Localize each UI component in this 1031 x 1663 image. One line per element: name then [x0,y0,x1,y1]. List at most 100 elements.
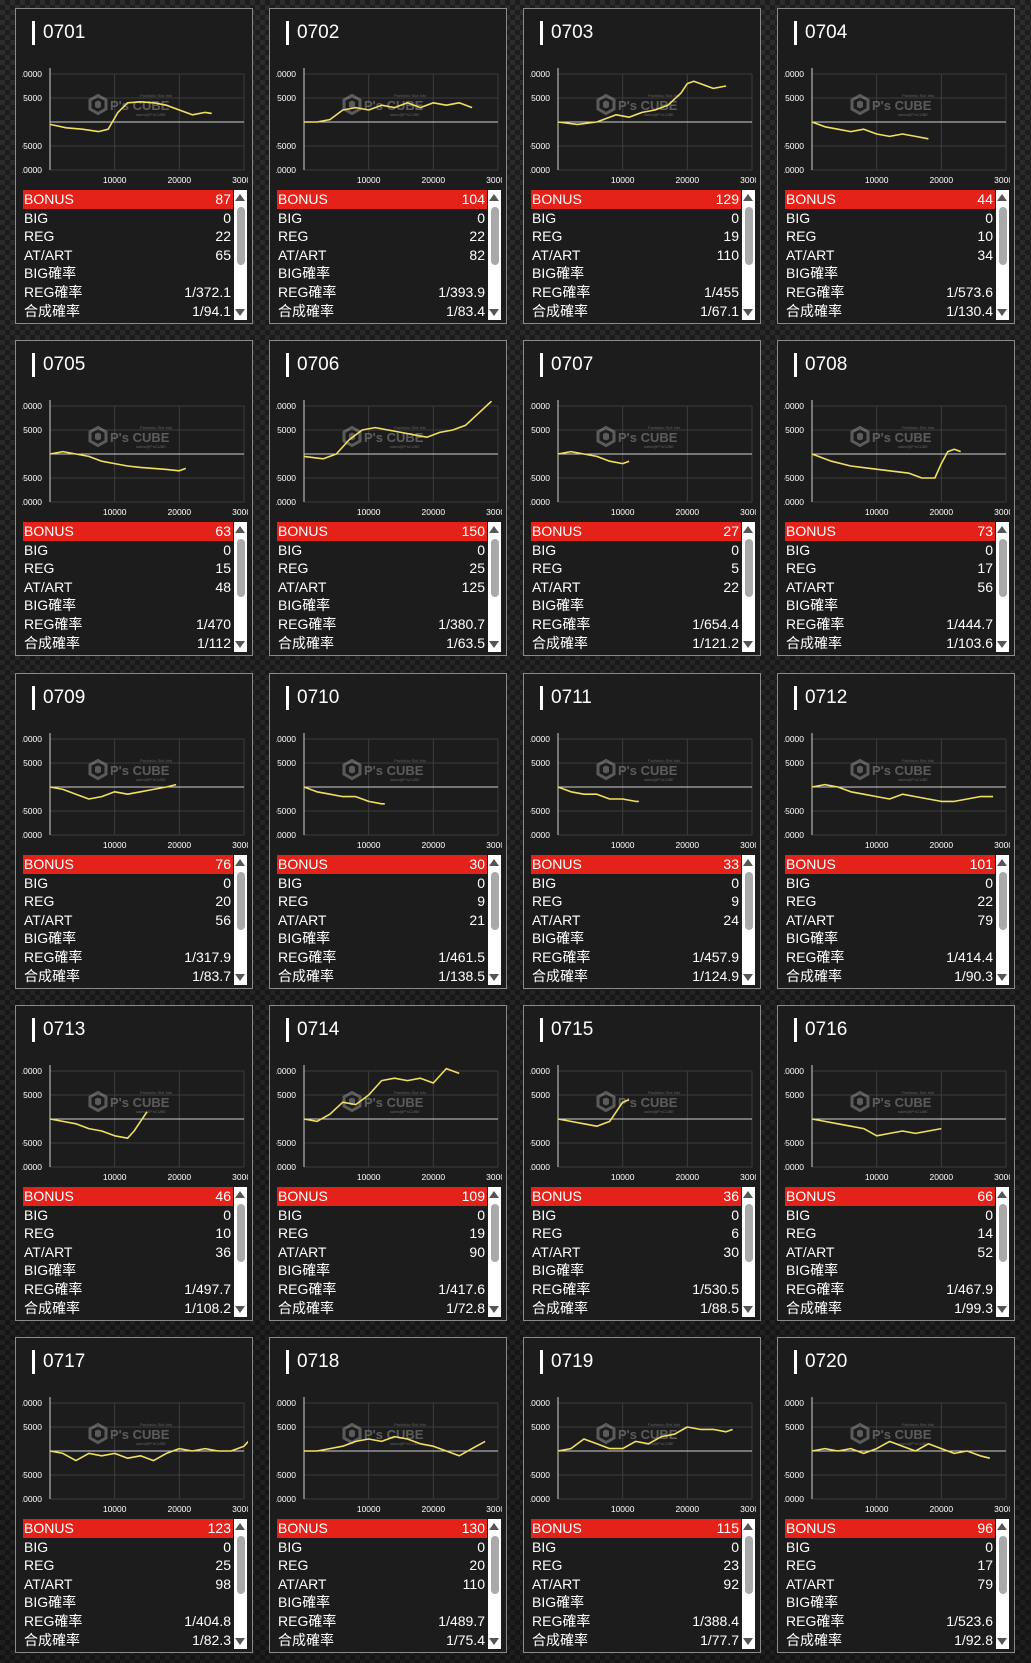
stats-scrollbar[interactable] [488,190,501,320]
scroll-up-icon[interactable] [997,526,1007,533]
scroll-thumb[interactable] [998,1536,1007,1594]
stats-scrollbar[interactable] [742,522,755,652]
scroll-up-icon[interactable] [743,194,753,201]
scroll-up-icon[interactable] [997,1523,1007,1530]
stats-scrollbar[interactable] [996,1187,1009,1317]
scroll-down-icon[interactable] [997,309,1007,316]
scroll-down-icon[interactable] [235,309,245,316]
stats-scrollbar[interactable] [742,1519,755,1649]
scroll-down-icon[interactable] [489,974,499,981]
scroll-up-icon[interactable] [235,859,245,866]
scroll-thumb[interactable] [236,1536,245,1594]
scroll-thumb[interactable] [490,1204,499,1262]
scroll-down-icon[interactable] [489,1638,499,1645]
scroll-up-icon[interactable] [489,1523,499,1530]
stats-scrollbar[interactable] [742,855,755,985]
scroll-up-icon[interactable] [489,194,499,201]
scroll-down-icon[interactable] [743,641,753,648]
stats-scrollbar[interactable] [996,855,1009,985]
scroll-down-icon[interactable] [997,1306,1007,1313]
scroll-down-icon[interactable] [235,1306,245,1313]
scroll-thumb[interactable] [744,872,753,930]
stats-scrollbar[interactable] [234,522,247,652]
stats-scrollbar[interactable] [234,855,247,985]
scroll-up-icon[interactable] [235,1191,245,1198]
stats-scrollbar[interactable] [234,1519,247,1649]
scroll-up-icon[interactable] [743,1191,753,1198]
scroll-down-icon[interactable] [489,309,499,316]
scroll-down-icon[interactable] [489,1306,499,1313]
stats-scrollbar[interactable] [488,855,501,985]
scroll-up-icon[interactable] [235,1523,245,1530]
scroll-down-icon[interactable] [743,974,753,981]
scroll-thumb[interactable] [998,207,1007,265]
scroll-up-icon[interactable] [743,526,753,533]
scroll-thumb[interactable] [744,1536,753,1594]
stats-scrollbar[interactable] [234,190,247,320]
scroll-up-icon[interactable] [743,1523,753,1530]
scroll-down-icon[interactable] [997,1638,1007,1645]
scroll-thumb[interactable] [490,207,499,265]
stats-scrollbar[interactable] [742,190,755,320]
stats-scrollbar[interactable] [488,1187,501,1317]
scroll-thumb[interactable] [744,207,753,265]
scroll-thumb[interactable] [998,1204,1007,1262]
scroll-down-icon[interactable] [743,1638,753,1645]
scroll-up-icon[interactable] [997,859,1007,866]
stats-scrollbar[interactable] [488,522,501,652]
stats-scrollbar[interactable] [742,1187,755,1317]
scroll-up-icon[interactable] [489,526,499,533]
stats-scrollbar[interactable] [234,1187,247,1317]
scroll-up-icon[interactable] [997,194,1007,201]
scroll-down-icon[interactable] [997,974,1007,981]
scroll-thumb[interactable] [744,539,753,597]
scroll-down-icon[interactable] [489,641,499,648]
scroll-thumb[interactable] [998,872,1007,930]
scroll-up-icon[interactable] [489,859,499,866]
scroll-thumb[interactable] [490,1536,499,1594]
scroll-thumb[interactable] [490,872,499,930]
scroll-up-icon[interactable] [235,526,245,533]
scroll-thumb[interactable] [490,539,499,597]
scroll-down-icon[interactable] [235,974,245,981]
scroll-up-icon[interactable] [997,1191,1007,1198]
stats-scrollbar[interactable] [488,1519,501,1649]
scroll-thumb[interactable] [998,539,1007,597]
scroll-up-icon[interactable] [489,1191,499,1198]
stats-scrollbar[interactable] [996,522,1009,652]
scroll-thumb[interactable] [236,207,245,265]
scroll-down-icon[interactable] [743,309,753,316]
scroll-thumb[interactable] [236,872,245,930]
scroll-thumb[interactable] [744,1204,753,1262]
stats-scrollbar[interactable] [996,190,1009,320]
stats-scrollbar[interactable] [996,1519,1009,1649]
scroll-down-icon[interactable] [235,641,245,648]
scroll-thumb[interactable] [236,1204,245,1262]
scroll-thumb[interactable] [236,539,245,597]
scroll-down-icon[interactable] [743,1306,753,1313]
scroll-down-icon[interactable] [997,641,1007,648]
scroll-up-icon[interactable] [743,859,753,866]
scroll-up-icon[interactable] [235,194,245,201]
scroll-down-icon[interactable] [235,1638,245,1645]
